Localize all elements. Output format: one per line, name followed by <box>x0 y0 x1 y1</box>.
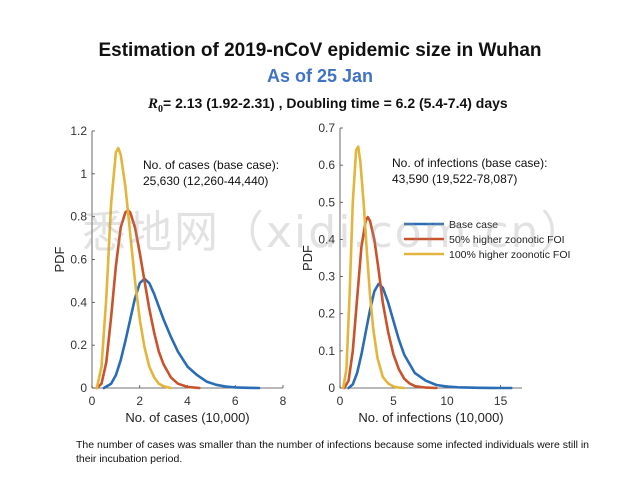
chart2-legend-label-1: Base case <box>449 219 498 231</box>
chart1-x-tick-label: 8 <box>280 394 287 408</box>
chart2-x-tick-label: 5 <box>390 394 397 408</box>
chart2-y-tick-label: 0.3 <box>318 270 335 284</box>
chart1-y-tick-label: 0.8 <box>70 210 87 224</box>
chart1-x-tick-label: 0 <box>89 394 96 408</box>
chart1-series-line-2 <box>95 208 201 390</box>
chart1-annotation-line-1: No. of cases (base case): <box>143 158 279 172</box>
chart2-y-tick-label: 0.4 <box>318 232 335 246</box>
chart2-y-axis-label: PDF <box>300 245 315 271</box>
chart1-y-tick-label: 0.2 <box>70 338 87 352</box>
watermark: 悉地网（xidi.com.cn） <box>82 207 587 258</box>
chart2-y-tick-label: 0.6 <box>318 158 335 172</box>
chart2-y-tick-label: 0.5 <box>318 195 335 209</box>
chart1-x-tick-label: 2 <box>136 394 143 408</box>
chart2-x-axis-label: No. of infections (10,000) <box>358 410 503 425</box>
chart2-x-tick-label: 10 <box>440 394 454 408</box>
chart1-x-axis-label: No. of cases (10,000) <box>125 410 249 425</box>
chart2-x-tick-label: 0 <box>337 394 344 408</box>
chart2-legend-label-2: 50% higher zoonotic FOI <box>449 234 565 246</box>
chart-title: Estimation of 2019-nCoV epidemic size in… <box>98 40 542 61</box>
chart1-y-tick-label: 0.4 <box>70 295 87 309</box>
parameter-text: = 2.13 (1.92-2.31) , Doubling time = 6.2… <box>163 95 508 111</box>
chart2-series-line-1 <box>347 282 513 390</box>
chart2-series-line-3 <box>341 145 406 390</box>
r0-symbol: R0 <box>148 96 164 115</box>
chart-subtitle: As of 25 Jan <box>266 66 374 86</box>
chart1-x-tick-label: 6 <box>232 394 239 408</box>
chart1-y-tick-label: 0.6 <box>70 253 87 267</box>
chart2-x-tick-label: 15 <box>494 394 508 408</box>
chart2-annotation-line-2: 43,590 (19,522-78,087) <box>392 172 517 186</box>
chart2-y-tick-label: 0.2 <box>318 307 335 321</box>
chart1-series-line-1 <box>102 277 261 390</box>
chart2-legend-label-3: 100% higher zoonotic FOI <box>449 249 570 261</box>
footnote: The number of cases was smaller than the… <box>76 439 590 465</box>
chart1-y-tick-label: 1 <box>80 167 87 181</box>
chart2-annotation-line-1: No. of infections (base case): <box>392 156 547 170</box>
chart1-y-tick-label: 1.2 <box>70 124 87 138</box>
parameter-summary: R0= 2.13 (1.92-2.31) , Doubling time = 6… <box>148 95 508 115</box>
chart1-x-tick-label: 4 <box>184 394 191 408</box>
chart1-annotation-line-2: 25,630 (12,260-44,440) <box>143 174 268 188</box>
chart2-y-tick-label: 0.7 <box>318 121 335 135</box>
chart2-y-tick-label: 0.1 <box>318 344 335 358</box>
chart1-y-tick-label: 0 <box>80 381 87 395</box>
chart2-y-tick-label: 0 <box>328 381 335 395</box>
chart2-series-line-2 <box>342 215 438 390</box>
chart1-series-line-3 <box>95 146 173 390</box>
chart1-y-axis-label: PDF <box>52 246 67 272</box>
